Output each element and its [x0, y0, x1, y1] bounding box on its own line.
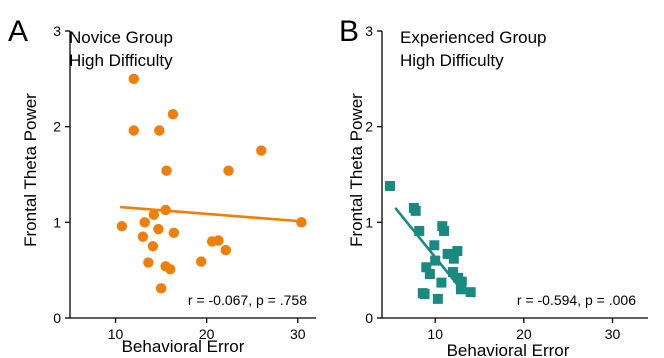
- panel-b-stats: r = -0.594, p = .006: [517, 292, 636, 308]
- panel-a-title-line-1: Novice Group: [69, 28, 173, 47]
- panel-b-data-point: [456, 276, 467, 287]
- panel-a-data-point: [168, 227, 180, 239]
- panel-a-data-point: [154, 125, 165, 136]
- panel-b-letter: B: [339, 15, 359, 48]
- panel-b-data-point: [424, 268, 435, 279]
- panel-a-x-tick-label: 10: [108, 326, 124, 342]
- panel-a-data-point: [296, 217, 307, 228]
- panel-a-data-point: [213, 235, 224, 246]
- panel-b-x-tick-label: 10: [427, 326, 443, 342]
- panel-a-letter: A: [8, 15, 28, 48]
- panel-a-data-point: [128, 125, 139, 136]
- panel-b-data-point: [448, 253, 459, 264]
- panel-a-data-point: [223, 165, 234, 176]
- panel-a-stats: r = -0.067, p = .758: [188, 292, 307, 308]
- panel-b-axes: 0 1 2 3 10 20 30: [365, 23, 648, 342]
- panel-a-data-point: [161, 165, 172, 176]
- panel-a-data-point: [220, 244, 231, 256]
- panel-a-data-point: [256, 145, 267, 156]
- panel-a-ylabel: Frontal Theta Power: [21, 93, 40, 247]
- panel-b-data-point: [414, 225, 425, 236]
- panel-a-data-point: [116, 220, 128, 232]
- panel-a-y-tick-label: 3: [53, 23, 61, 39]
- panel-b-data-point: [465, 287, 476, 298]
- panel-a-data-point: [196, 256, 207, 267]
- panel-b: B Experienced Group High Difficulty Fron…: [339, 15, 648, 358]
- panel-b-data-point: [436, 277, 447, 288]
- panel-b-y-tick-label: 3: [365, 23, 373, 39]
- panel-a-data-point: [165, 264, 176, 275]
- panel-b-data-point: [432, 293, 443, 304]
- panel-a-data-point: [148, 209, 160, 220]
- panel-a-data-point: [155, 283, 167, 294]
- panel-a-axes: 0 1 2 3 10 20 30: [53, 23, 316, 342]
- panel-a: A Novice Group High Difficulty Frontal T…: [8, 15, 316, 356]
- panel-a-data-point: [143, 257, 154, 268]
- panel-a-data-point: [128, 73, 139, 85]
- panel-a-title-line-2: High Difficulty: [69, 51, 173, 70]
- panel-a-data-point: [147, 241, 159, 252]
- panel-b-data-point: [439, 225, 450, 236]
- panel-b-title-line-2: High Difficulty: [400, 51, 504, 70]
- panel-a-data-point: [153, 223, 164, 235]
- panel-b-data-point: [430, 255, 441, 266]
- panel-b-y-tick-label: 2: [365, 119, 373, 135]
- panel-a-data-point: [137, 231, 149, 242]
- panel-a-y-tick-label: 1: [53, 214, 61, 230]
- panel-a-data-point: [139, 217, 150, 228]
- panel-a-data-point: [167, 109, 179, 120]
- panel-b-title-line-1: Experienced Group: [400, 28, 546, 47]
- panel-b-data-point: [421, 262, 432, 273]
- panel-a-y-tick-label: 2: [53, 119, 61, 135]
- panel-a-points: [116, 73, 307, 294]
- panel-b-points: [384, 180, 476, 304]
- panel-a-data-point: [160, 204, 171, 216]
- panel-b-data-point: [452, 246, 463, 257]
- panel-b-y-tick-label: 1: [365, 214, 373, 230]
- panel-b-data-point: [429, 240, 440, 251]
- panel-b-data-point: [410, 205, 421, 216]
- panel-b-y-tick-label: 0: [365, 310, 373, 326]
- panel-b-data-point: [419, 289, 430, 300]
- panel-a-fit: [120, 205, 303, 223]
- panel-b-xlabel: Behavioral Error: [447, 341, 570, 358]
- panel-b-x-tick-label: 30: [605, 326, 621, 342]
- panel-b-data-point: [455, 284, 466, 295]
- panel-a-x-tick-label: 20: [199, 326, 215, 342]
- panel-a-fit-line: [120, 205, 303, 223]
- panel-a-y-tick-label: 0: [53, 310, 61, 326]
- panel-b-data-point: [447, 267, 458, 278]
- panel-a-xlabel: Behavioral Error: [122, 337, 245, 356]
- panel-b-data-point: [442, 248, 453, 259]
- panel-b-ylabel: Frontal Theta Power: [347, 93, 366, 247]
- panel-b-data-point: [384, 180, 395, 191]
- panel-b-x-tick-label: 20: [516, 326, 532, 342]
- panel-a-x-tick-label: 30: [290, 326, 306, 342]
